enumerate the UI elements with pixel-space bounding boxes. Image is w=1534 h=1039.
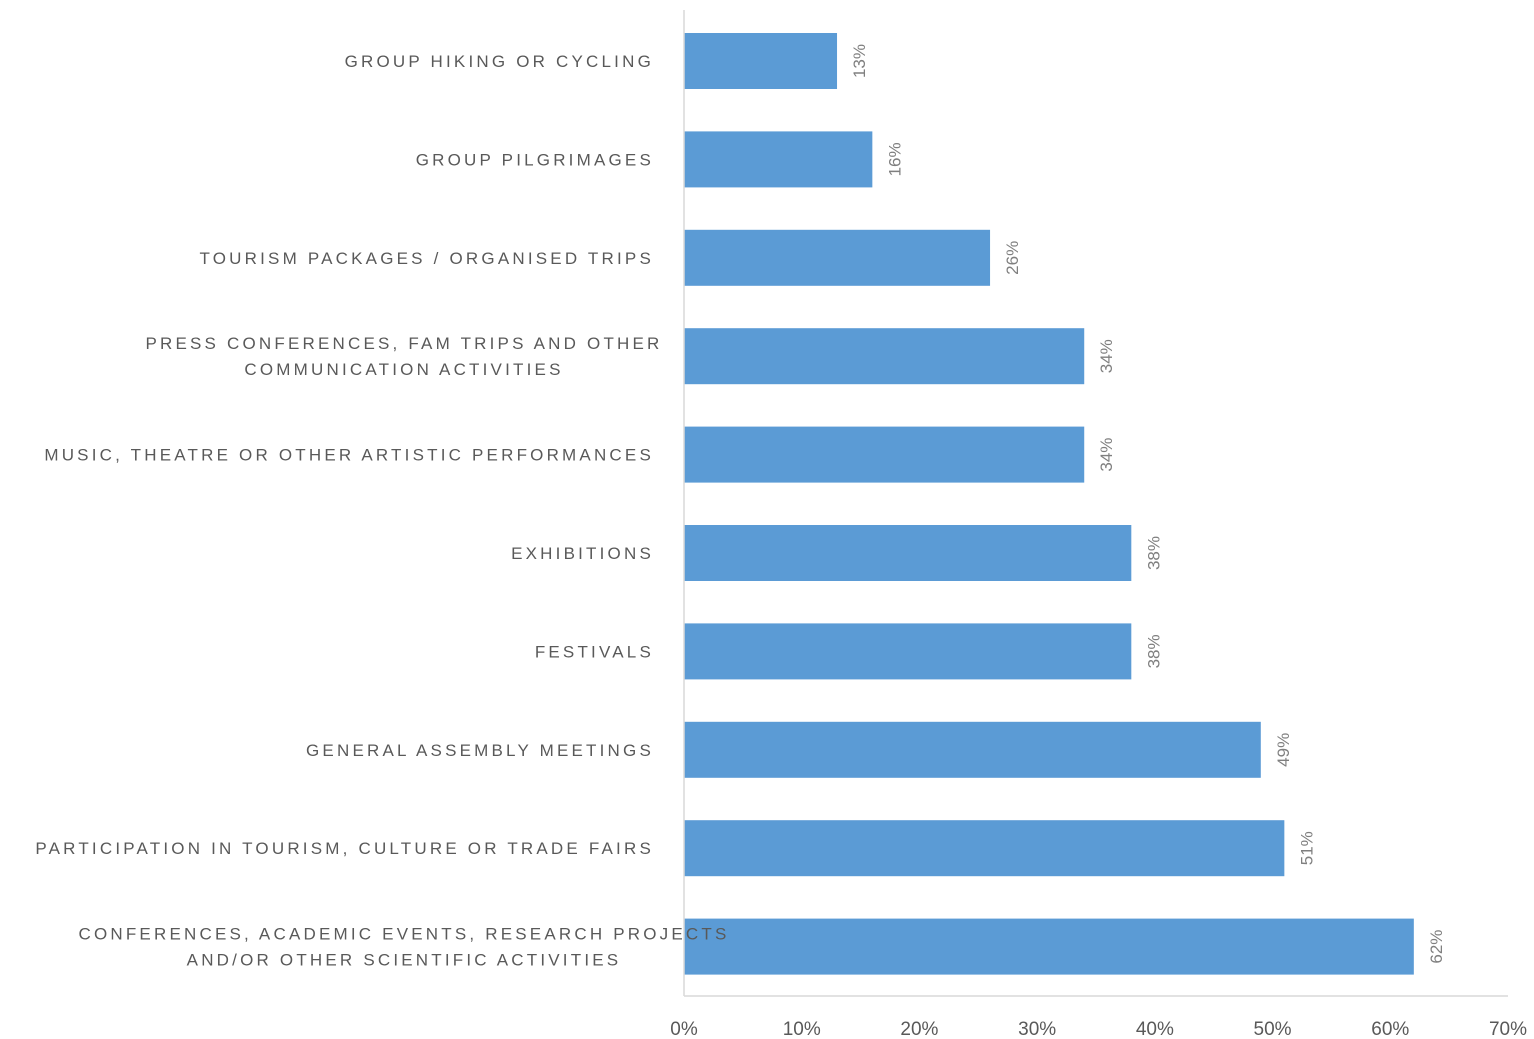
bar bbox=[684, 721, 1261, 778]
data-label: 13% bbox=[850, 44, 869, 78]
data-labels: 13% 16% 26% 34% 34% 38% 38% 49% 51% 62% bbox=[850, 44, 1446, 964]
x-tick-label: 40% bbox=[1136, 1019, 1174, 1039]
data-label: 34% bbox=[1097, 438, 1116, 472]
data-label: 26% bbox=[1003, 241, 1022, 275]
bar bbox=[684, 918, 1414, 975]
category-label: PRESS CONFERENCES, FAM TRIPS AND OTHER CO… bbox=[145, 334, 662, 379]
category-label: EXHIBITIONS bbox=[511, 544, 654, 563]
bar bbox=[684, 623, 1132, 680]
x-tick-labels: 0% 10% 20% 30% 40% 50% 60% 70% bbox=[670, 1019, 1527, 1039]
axes bbox=[683, 10, 1508, 997]
x-tick-label: 0% bbox=[670, 1019, 698, 1039]
bars-layer bbox=[684, 33, 1414, 975]
data-label: 49% bbox=[1274, 733, 1293, 767]
data-label: 62% bbox=[1427, 930, 1446, 964]
bar bbox=[684, 131, 873, 188]
bar bbox=[684, 525, 1132, 581]
category-label: GENERAL ASSEMBLY MEETINGS bbox=[306, 741, 654, 760]
bar bbox=[684, 328, 1085, 385]
category-label: CONFERENCES, ACADEMIC EVENTS, RESEARCH P… bbox=[78, 925, 729, 970]
category-label: TOURISM PACKAGES / ORGANISED TRIPS bbox=[199, 249, 654, 268]
category-label: GROUP PILGRIMAGES bbox=[416, 150, 654, 169]
data-label: 38% bbox=[1144, 634, 1163, 668]
x-tick-label: 10% bbox=[783, 1019, 821, 1039]
data-label: 16% bbox=[885, 142, 904, 176]
data-label: 51% bbox=[1297, 831, 1316, 865]
bar bbox=[684, 33, 838, 89]
bar bbox=[684, 229, 991, 286]
x-tick-label: 50% bbox=[1254, 1019, 1292, 1039]
bar bbox=[684, 820, 1285, 877]
bar bbox=[684, 426, 1085, 483]
category-label: PARTICIPATION IN TOURISM, CULTURE OR TRA… bbox=[35, 839, 654, 858]
category-label: FESTIVALS bbox=[535, 642, 654, 661]
data-label: 34% bbox=[1097, 339, 1116, 373]
x-tick-label: 70% bbox=[1489, 1019, 1527, 1039]
data-label: 38% bbox=[1144, 536, 1163, 570]
category-label: GROUP HIKING OR CYCLING bbox=[345, 52, 654, 71]
x-tick-label: 30% bbox=[1018, 1019, 1056, 1039]
category-labels: GROUP HIKING OR CYCLING GROUP PILGRIMAGES… bbox=[35, 52, 729, 970]
x-tick-label: 20% bbox=[900, 1019, 938, 1039]
x-tick-label: 60% bbox=[1371, 1019, 1409, 1039]
category-label: MUSIC, THEATRE OR OTHER ARTISTIC PERFORM… bbox=[44, 446, 654, 465]
